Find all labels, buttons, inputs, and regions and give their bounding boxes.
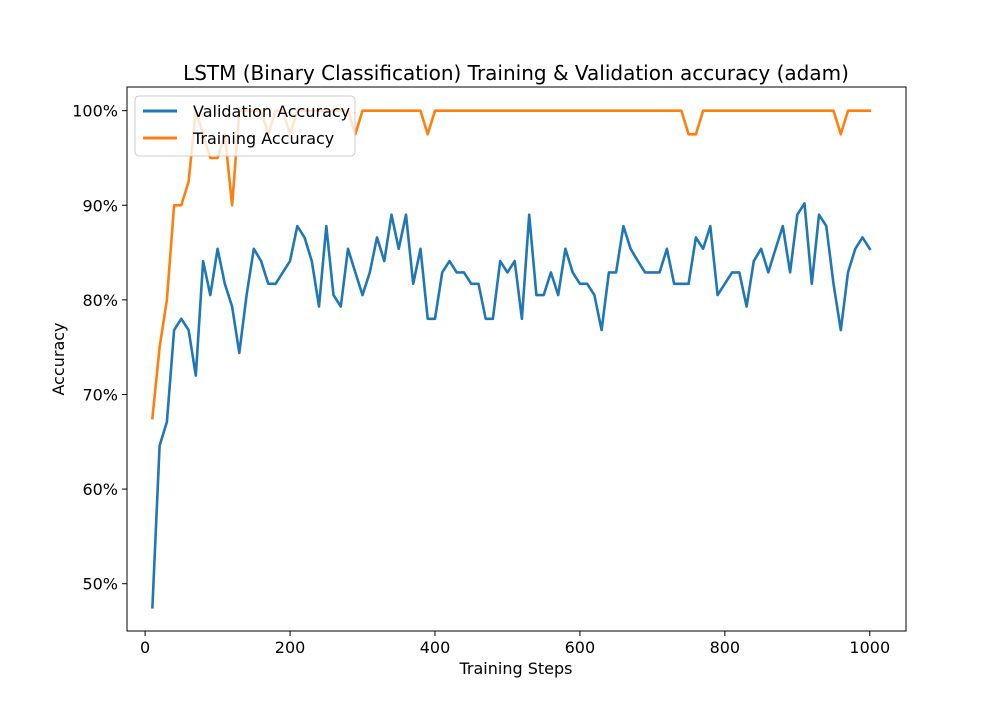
plot-frame [126,86,907,632]
y-tick-label: 90% [82,196,118,215]
y-axis-ticks: 50% 60% 70% 80% 90% 100% [72,102,127,594]
legend-label-training: Training Accuracy [192,129,334,148]
series-line-validation-accuracy [151,202,872,609]
legend: Validation Accuracy Training Accuracy [134,95,356,157]
legend-box [134,95,356,157]
plot-area [126,86,907,632]
chart-title: LSTM (Binary Classification) Training & … [183,61,849,85]
x-tick-label: 200 [275,638,306,657]
x-tick-label: 0 [140,638,150,657]
plot-background [127,87,906,631]
y-tick-label: 70% [82,385,118,404]
x-tick-label: 600 [565,638,596,657]
y-tick-label: 100% [72,102,118,121]
x-tick-label: 1000 [849,638,890,657]
x-tick-label: 400 [420,638,451,657]
x-axis-label: Training Steps [459,659,573,678]
x-axis-ticks: 0 200 400 600 800 1000 [140,631,890,657]
y-tick-label: 60% [82,480,118,499]
x-tick-label: 800 [710,638,741,657]
legend-label-validation: Validation Accuracy [193,102,350,121]
y-axis-label: Accuracy [49,322,68,395]
y-tick-label: 80% [82,291,118,310]
y-tick-label: 50% [82,575,118,594]
